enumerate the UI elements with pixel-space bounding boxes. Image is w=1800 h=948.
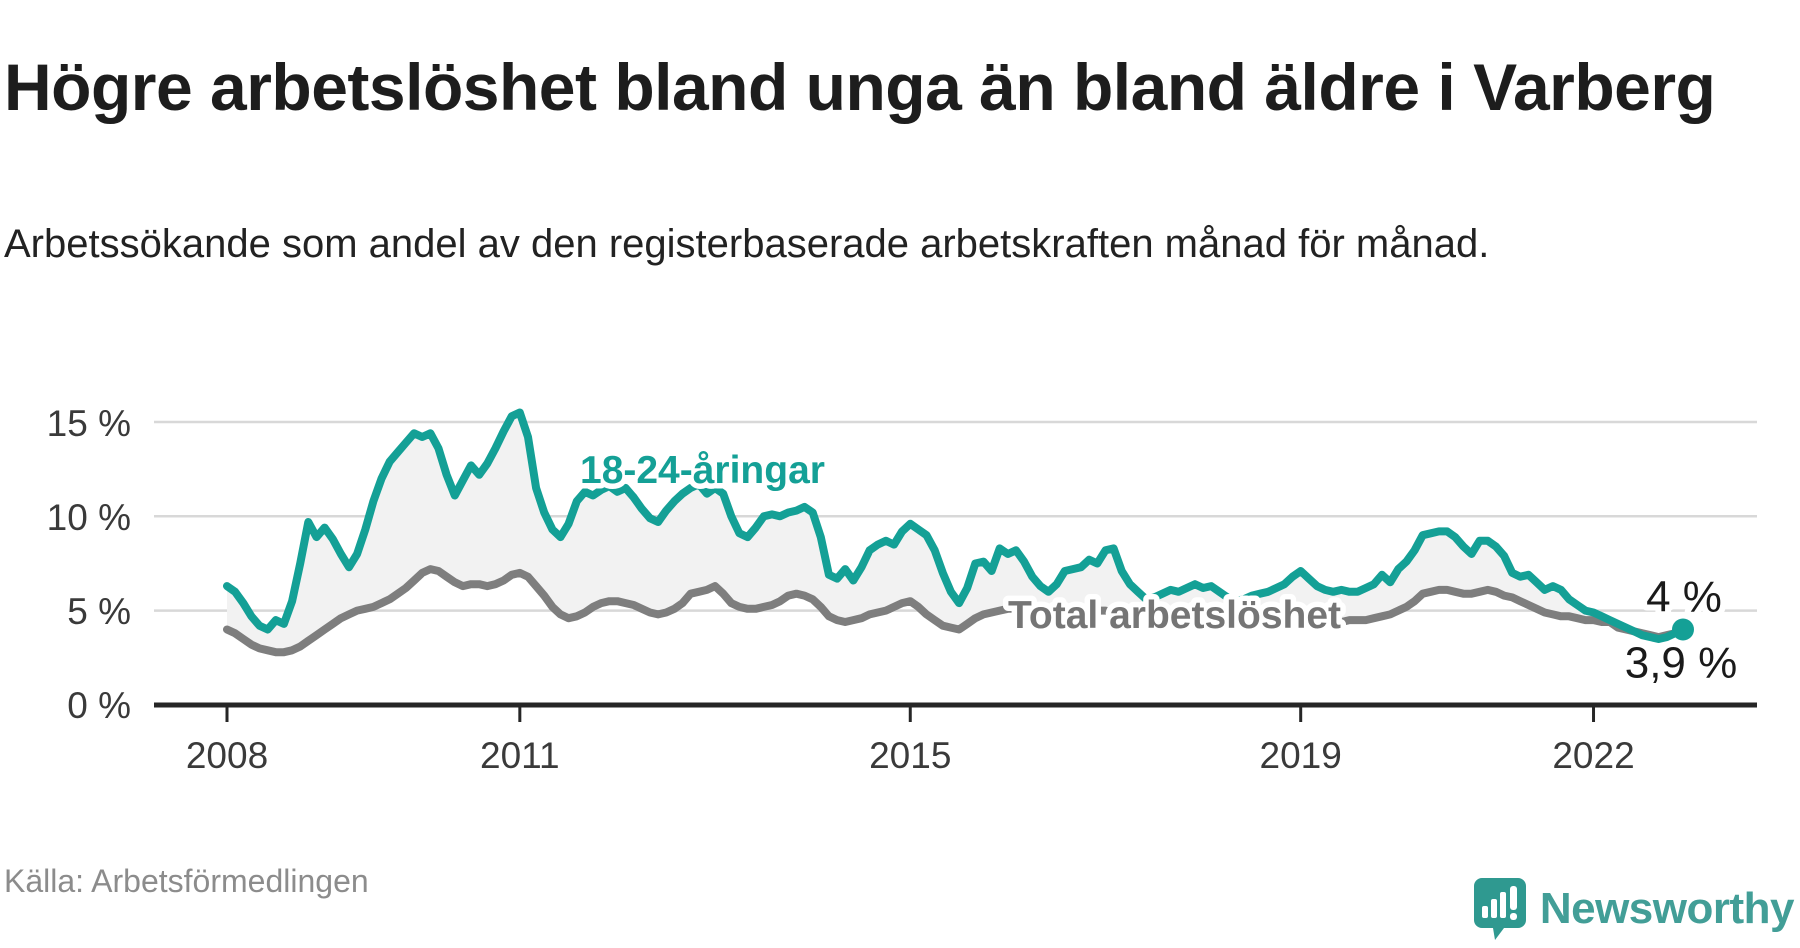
y-tick-label-5: 5 % xyxy=(67,591,131,632)
x-tick-label-2011: 2011 xyxy=(480,735,560,776)
total-series-label: Total arbetslöshet xyxy=(1008,594,1341,637)
newsworthy-logo-text: Newsworthy xyxy=(1539,884,1795,933)
y-axis-labels: 15 % 10 % 5 % 0 % xyxy=(47,403,131,726)
logo-bar-chart-icon xyxy=(1481,892,1506,918)
youth-endpoint-dot xyxy=(1672,618,1694,641)
youth-series-label: 18-24-åringar xyxy=(580,449,825,492)
x-tick-label-2015: 2015 xyxy=(869,735,951,776)
youth-series-line xyxy=(223,408,1687,643)
total-end-value-label: 3,9 % xyxy=(1625,638,1738,687)
newsworthy-logo: Newsworthy xyxy=(1473,878,1795,940)
x-axis-ticks xyxy=(225,705,1596,722)
x-tick-label-2022: 2022 xyxy=(1552,735,1634,776)
y-tick-label-0: 0 % xyxy=(67,685,131,726)
total-series-line xyxy=(223,565,1687,657)
y-tick-label-10: 10 % xyxy=(47,497,131,538)
logo-exclamation-icon xyxy=(1509,886,1517,920)
x-tick-label-2008: 2008 xyxy=(186,735,268,776)
y-tick-label-15: 15 % xyxy=(47,403,131,444)
x-axis-labels: 2008 2011 2015 2019 2022 xyxy=(186,735,1635,776)
x-tick-label-2019: 2019 xyxy=(1260,735,1342,776)
youth-end-value-label: 4 % xyxy=(1646,573,1722,622)
page-subtitle: Arbetssökande som andel av den registerb… xyxy=(4,222,1490,266)
source-note: Källa: Arbetsförmedlingen xyxy=(4,863,369,899)
page-title: Högre arbetslöshet bland unga än bland ä… xyxy=(4,50,1716,125)
newsworthy-logo-icon xyxy=(1473,878,1526,940)
series-fill-area xyxy=(227,412,1683,653)
